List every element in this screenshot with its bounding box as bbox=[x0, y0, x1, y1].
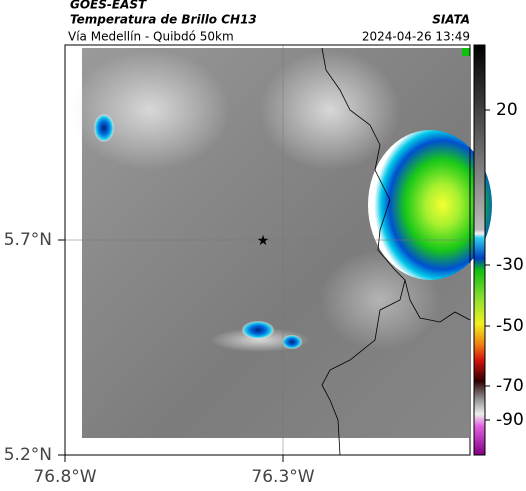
satellite: GOES-EAST bbox=[70, 0, 147, 12]
colorbar-label: -30 bbox=[496, 255, 524, 275]
colorbar bbox=[473, 44, 486, 456]
colorbar-label: -70 bbox=[496, 376, 524, 396]
colorbar-label: -50 bbox=[496, 316, 524, 336]
map-frame bbox=[64, 44, 471, 456]
lon-label: 76.8°W bbox=[33, 467, 96, 487]
colorbar-label: 20 bbox=[496, 100, 518, 120]
datetime: 2024-04-26 13:49 bbox=[362, 30, 470, 44]
map-image: ★ bbox=[65, 45, 492, 456]
lon-label: 76.3°W bbox=[251, 467, 314, 487]
lat-label: 5.7°N bbox=[4, 230, 52, 250]
city-marker: ★ bbox=[257, 233, 270, 249]
product: Temperatura de Brillo CH13 bbox=[70, 13, 257, 27]
source: SIATA bbox=[432, 13, 470, 27]
region: Vía Medellín - Quibdó 50km bbox=[68, 30, 234, 44]
lat-label: 5.2°N bbox=[4, 445, 52, 465]
colorbar-label: -90 bbox=[496, 410, 524, 430]
